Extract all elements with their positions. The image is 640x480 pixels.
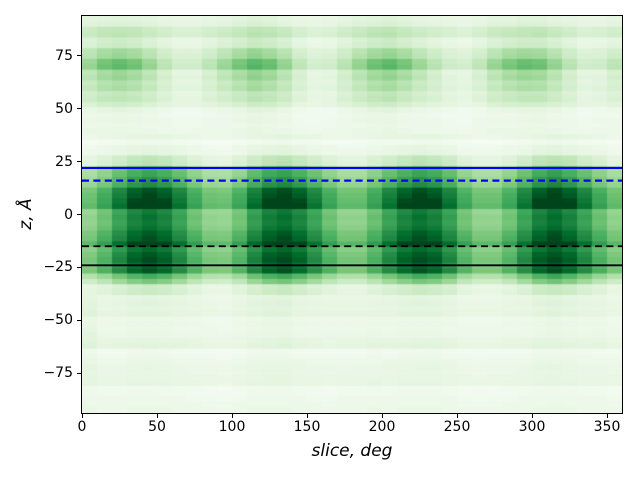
y-tick [77,108,81,110]
hlines-overlay [82,166,622,267]
x-tick [156,414,158,418]
x-tick-label: 300 [518,419,546,435]
y-tick-label: 0 [64,206,73,223]
x-tick [306,414,308,418]
y-tick [77,161,81,163]
y-tick-label: −75 [43,365,73,382]
y-tick-label: 50 [55,100,73,117]
y-tick-label: −25 [43,259,73,276]
x-tick [606,414,608,418]
y-tick [77,266,81,268]
x-axis-label: slice, deg [311,441,393,461]
x-tick-label: 0 [77,419,87,435]
y-tick-label: 75 [55,47,73,64]
x-tick [381,414,383,418]
y-tick-label: 25 [55,153,73,170]
x-tick [456,414,458,418]
y-tick-label: −50 [43,312,73,329]
x-tick-label: 200 [368,419,396,435]
y-tick [77,319,81,321]
x-tick-label: 250 [443,419,471,435]
x-tick [81,414,83,418]
y-tick [77,55,81,57]
y-tick [77,372,81,374]
x-tick-label: 150 [293,419,321,435]
x-tick [231,414,233,418]
y-tick [77,214,81,215]
y-axis-label: z, Å [16,198,36,230]
x-tick-label: 50 [148,419,166,435]
x-tick [531,414,533,418]
axes-frame [81,15,623,414]
heatmap [82,16,622,413]
x-tick-label: 100 [218,419,246,435]
x-tick-label: 350 [593,419,621,435]
